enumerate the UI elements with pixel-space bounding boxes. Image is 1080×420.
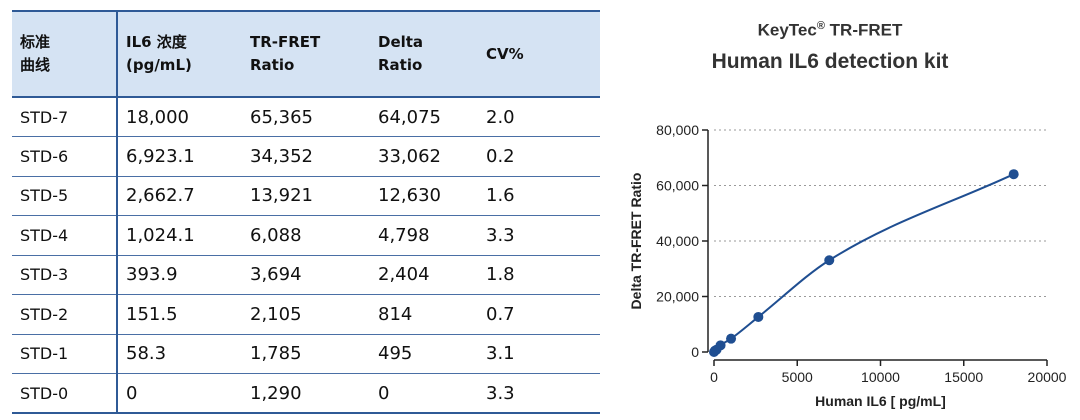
standard-curve-table: 标准 曲线 IL6 浓度 (pg/mL) TR-FRET Ratio Delta… <box>12 10 600 414</box>
cell-delta-ratio: 4,798 <box>378 224 430 246</box>
cell-tr-fret-ratio: 3,694 <box>250 264 302 286</box>
data-point <box>709 347 719 357</box>
y-tick-label: 80,000 <box>656 122 699 138</box>
table-row: STD-0 0 1,290 0 3.3 <box>12 373 600 413</box>
standard-curve-chart: KeyTec® TR-FRET Human IL6 detection kit … <box>590 0 1070 420</box>
cell-tr-fret-ratio: 1,785 <box>250 343 302 365</box>
cell-delta-ratio: 12,630 <box>378 185 441 207</box>
cell-concentration: 2,662.7 <box>126 185 195 207</box>
data-point <box>753 311 764 322</box>
x-tick-label: 15000 <box>944 369 983 385</box>
data-points <box>709 169 1019 357</box>
x-tick-label: 5000 <box>782 369 813 385</box>
cell-tr-fret-ratio: 65,365 <box>250 106 313 128</box>
cell-delta-ratio: 0 <box>378 382 390 404</box>
cell-cv: 1.6 <box>486 185 515 207</box>
data-point <box>824 255 835 266</box>
cell-standard: STD-1 <box>12 334 118 374</box>
cell-concentration: 58.3 <box>126 343 167 365</box>
table-row: STD-6 6,923.1 34,352 33,062 0.2 <box>12 136 600 176</box>
table-row: STD-4 1,024.1 6,088 4,798 3.3 <box>12 215 600 255</box>
grid-lines <box>714 129 1047 297</box>
y-axis-label: Delta TR-FRET Ratio <box>628 173 644 310</box>
y-tick-label: 0 <box>691 344 699 360</box>
x-tick-label: 20000 <box>1028 369 1067 385</box>
cell-cv: 2.0 <box>486 106 515 128</box>
standard-curve-table-container: 标准 曲线 IL6 浓度 (pg/mL) TR-FRET Ratio Delta… <box>12 10 600 413</box>
header-standard-curve: 标准 曲线 <box>12 11 118 97</box>
x-axis-label: Human IL6 [ pg/mL] <box>815 393 946 409</box>
x-tick-label: 10000 <box>861 369 900 385</box>
chart-title: KeyTec® TR-FRET <box>590 20 1070 41</box>
header-il6-concentration: IL6 浓度 (pg/mL) <box>126 33 192 74</box>
table-row: STD-1 58.3 1,785 495 3.1 <box>12 334 600 374</box>
cell-concentration: 18,000 <box>126 106 189 128</box>
cell-cv: 0.2 <box>486 145 515 167</box>
registered-mark: ® <box>816 20 825 32</box>
cell-delta-ratio: 814 <box>378 303 413 325</box>
cell-tr-fret-ratio: 34,352 <box>250 145 313 167</box>
table-body: STD-7 18,000 65,365 64,075 2.0 STD-6 6,9… <box>12 97 600 413</box>
data-point <box>726 333 737 344</box>
cell-concentration: 151.5 <box>126 303 178 325</box>
cell-cv: 3.3 <box>486 382 515 404</box>
cell-standard: STD-0 <box>12 373 118 413</box>
header-delta-ratio: Delta Ratio <box>378 33 424 74</box>
axes: 0 20,000 40,000 60,000 80,000 0 5000 10000 15000… <box>656 122 1067 385</box>
chart-subtitle: Human IL6 detection kit <box>711 50 949 73</box>
header-cv: CV% <box>486 44 524 63</box>
header-tr-fret-ratio: TR-FRET Ratio <box>250 33 321 74</box>
x-tick-label: 0 <box>710 369 718 385</box>
cell-delta-ratio: 33,062 <box>378 145 441 167</box>
cell-cv: 3.3 <box>486 224 515 246</box>
cell-cv: 1.8 <box>486 264 515 286</box>
table-row: STD-5 2,662.7 13,921 12,630 1.6 <box>12 176 600 216</box>
cell-tr-fret-ratio: 6,088 <box>250 224 302 246</box>
cell-delta-ratio: 64,075 <box>378 106 441 128</box>
table-row: STD-2 151.5 2,105 814 0.7 <box>12 294 600 334</box>
cell-standard: STD-5 <box>12 176 118 216</box>
y-tick-label: 40,000 <box>656 233 699 249</box>
chart-plot: 0 20,000 40,000 60,000 80,000 0 5000 10000 15000… <box>628 122 1067 409</box>
cell-concentration: 6,923.1 <box>126 145 195 167</box>
cell-standard: STD-2 <box>12 294 118 334</box>
cell-standard: STD-6 <box>12 136 118 176</box>
cell-standard: STD-7 <box>12 97 118 137</box>
cell-delta-ratio: 2,404 <box>378 264 430 286</box>
cell-cv: 3.1 <box>486 343 515 365</box>
chart-title-suffix: TR-FRET <box>824 20 903 40</box>
table-row: STD-3 393.9 3,694 2,404 1.8 <box>12 255 600 295</box>
y-tick-label: 20,000 <box>656 289 699 305</box>
fit-curve <box>713 173 1015 353</box>
table-row: STD-7 18,000 65,365 64,075 2.0 <box>12 97 600 137</box>
cell-concentration: 0 <box>126 382 138 404</box>
table-header-row: 标准 曲线 IL6 浓度 (pg/mL) TR-FRET Ratio Delta… <box>12 11 600 97</box>
cell-tr-fret-ratio: 2,105 <box>250 303 302 325</box>
cell-concentration: 393.9 <box>126 264 178 286</box>
cell-tr-fret-ratio: 1,290 <box>250 382 302 404</box>
cell-concentration: 1,024.1 <box>126 224 195 246</box>
y-tick-label: 60,000 <box>656 178 699 194</box>
cell-tr-fret-ratio: 13,921 <box>250 185 313 207</box>
cell-standard: STD-4 <box>12 215 118 255</box>
cell-standard: STD-3 <box>12 255 118 295</box>
cell-cv: 0.7 <box>486 303 515 325</box>
cell-delta-ratio: 495 <box>378 343 413 365</box>
data-point <box>1008 169 1019 180</box>
chart-title-brand: KeyTec <box>757 20 817 40</box>
